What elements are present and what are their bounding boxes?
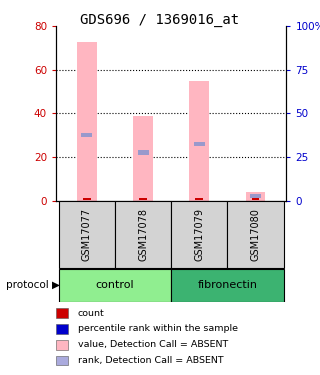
Bar [133, 116, 153, 201]
Text: value, Detection Call = ABSENT: value, Detection Call = ABSENT [78, 340, 228, 349]
Text: fibronectin: fibronectin [197, 280, 257, 290]
Text: GSM17078: GSM17078 [138, 208, 148, 261]
Bar [171, 201, 228, 268]
Bar [252, 198, 260, 200]
Bar [59, 269, 171, 302]
Text: control: control [96, 280, 134, 290]
Bar [246, 192, 265, 201]
Text: GSM17079: GSM17079 [194, 208, 204, 261]
Bar [138, 150, 148, 155]
Bar [59, 201, 115, 268]
Bar [77, 42, 97, 201]
Bar [250, 194, 261, 198]
Text: rank, Detection Call = ABSENT: rank, Detection Call = ABSENT [78, 356, 223, 365]
Bar [189, 81, 209, 201]
Text: GSM17077: GSM17077 [82, 208, 92, 261]
Text: GSM17080: GSM17080 [251, 209, 260, 261]
Bar [194, 142, 205, 146]
Bar [82, 133, 92, 137]
Bar [83, 198, 91, 200]
Bar [139, 198, 147, 200]
Bar [171, 269, 284, 302]
Text: percentile rank within the sample: percentile rank within the sample [78, 324, 238, 333]
Bar [115, 201, 171, 268]
Bar [196, 198, 203, 200]
Text: GDS696 / 1369016_at: GDS696 / 1369016_at [80, 13, 240, 27]
Text: count: count [78, 309, 105, 318]
Text: protocol ▶: protocol ▶ [6, 280, 60, 290]
Bar [228, 201, 284, 268]
